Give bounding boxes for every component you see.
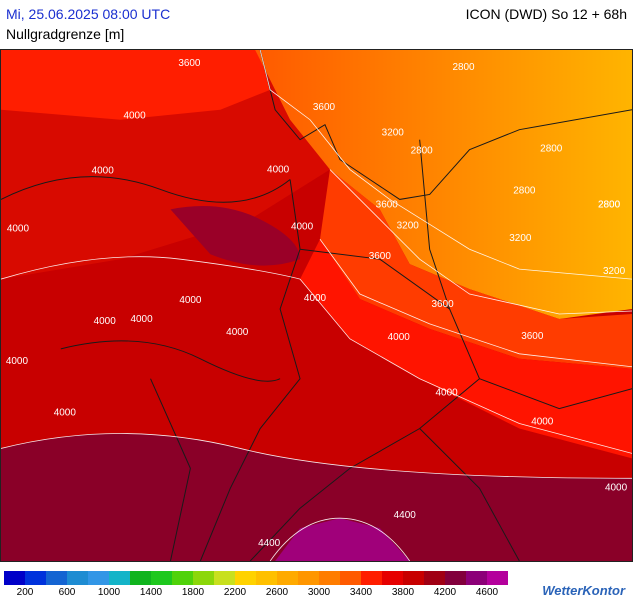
contour-label: 3600 xyxy=(313,102,336,113)
contour-label: 4000 xyxy=(291,221,314,232)
legend-swatch xyxy=(214,571,235,585)
legend-swatch xyxy=(424,571,445,585)
contour-label: 4000 xyxy=(130,314,153,325)
contour-label: 4400 xyxy=(258,538,281,549)
contour-label: 4000 xyxy=(436,388,459,399)
contour-label: 4000 xyxy=(6,356,29,367)
contour-label: 4000 xyxy=(304,293,327,304)
legend-tick-label: 4600 xyxy=(475,587,499,598)
legend-swatch xyxy=(151,571,172,585)
legend-swatch xyxy=(298,571,319,585)
contour-label: 4400 xyxy=(394,510,417,521)
legend-swatch xyxy=(109,571,130,585)
legend-swatch xyxy=(403,571,424,585)
legend-tick-label: 2200 xyxy=(223,587,247,598)
legend-tick-label: 3000 xyxy=(307,587,331,598)
contour-label: 3200 xyxy=(382,128,405,139)
contour-label: 3600 xyxy=(521,331,544,342)
contour-label: 3600 xyxy=(432,299,455,310)
legend-tick-label: 200 xyxy=(16,587,34,598)
legend-tick-label: 4200 xyxy=(433,587,457,598)
freezing-level-map: 3600 2800 3600 3200 2800 2800 2800 2800 … xyxy=(0,49,633,562)
legend-swatch xyxy=(4,571,25,585)
legend-swatch xyxy=(277,571,298,585)
legend-tick-label: 600 xyxy=(58,587,76,598)
contour-label: 3200 xyxy=(397,220,420,231)
contour-label: 3200 xyxy=(603,266,626,277)
contour-label: 2800 xyxy=(452,62,475,73)
field-east-3200 xyxy=(319,169,632,369)
legend-tick-labels: 200 600 1000 1400 1800 2200 2600 3000 3400 3800 42… xyxy=(0,587,633,601)
legend-swatch xyxy=(130,571,151,585)
contour-label: 3200 xyxy=(509,233,532,244)
contour-label: 2800 xyxy=(513,185,536,196)
contour-label: 2800 xyxy=(598,199,621,210)
legend-swatch xyxy=(319,571,340,585)
contour-label: 4000 xyxy=(226,327,249,338)
contour-label: 4000 xyxy=(388,332,411,343)
field-central-4200 xyxy=(170,206,301,266)
contour-label: 2800 xyxy=(540,144,563,155)
field-north-sea xyxy=(1,50,271,120)
contour-labels: 3600 2800 3600 3200 2800 2800 2800 2800 … xyxy=(6,58,628,549)
legend-tick-label: 1800 xyxy=(181,587,205,598)
parameter-title: Nullgradgrenze [m] xyxy=(6,26,125,42)
color-scale-legend xyxy=(4,571,508,585)
field-east-3600 xyxy=(300,239,632,459)
legend-swatch xyxy=(67,571,88,585)
freezing-level-contours xyxy=(1,50,632,561)
contour-label: 4000 xyxy=(94,316,117,327)
legend-tick-label: 3800 xyxy=(391,587,415,598)
legend-tick-label: 3400 xyxy=(349,587,373,598)
legend-swatch xyxy=(25,571,46,585)
forecast-datetime: Mi, 25.06.2025 08:00 UTC xyxy=(6,6,171,22)
field-alps-4800 xyxy=(275,518,410,561)
contour-label: 3600 xyxy=(369,251,392,262)
model-run-label: ICON (DWD) So 12 + 68h xyxy=(465,6,627,22)
legend-swatch xyxy=(487,571,508,585)
country-borders xyxy=(1,50,632,561)
contour-label: 4000 xyxy=(123,111,146,122)
legend-tick-label: 2600 xyxy=(265,587,289,598)
contour-label: 4000 xyxy=(7,223,30,234)
field-south-4400 xyxy=(1,433,632,561)
legend-swatch xyxy=(46,571,67,585)
legend-swatch xyxy=(172,571,193,585)
contour-label: 3600 xyxy=(178,58,201,69)
contour-label: 3600 xyxy=(376,199,399,210)
contour-label: 4000 xyxy=(179,295,202,306)
legend-swatch xyxy=(88,571,109,585)
field-east-orange xyxy=(255,50,632,319)
contour-label: 4000 xyxy=(531,417,554,428)
legend-swatch xyxy=(340,571,361,585)
contour-label: 2800 xyxy=(411,146,434,157)
legend-tick-label: 1400 xyxy=(139,587,163,598)
contour-label: 4000 xyxy=(92,166,115,177)
contour-label: 4000 xyxy=(267,165,290,176)
legend-swatch xyxy=(256,571,277,585)
contour-label: 4000 xyxy=(54,408,77,419)
legend-swatch xyxy=(361,571,382,585)
legend-swatch xyxy=(382,571,403,585)
legend-swatch xyxy=(466,571,487,585)
contour-label: 2800 xyxy=(598,199,621,210)
legend-swatch xyxy=(445,571,466,585)
contour-label: 4000 xyxy=(605,482,628,493)
legend-swatch xyxy=(235,571,256,585)
wetterkontor-logo: WetterKontor xyxy=(542,583,625,598)
legend-swatch xyxy=(193,571,214,585)
legend-tick-label: 1000 xyxy=(97,587,121,598)
